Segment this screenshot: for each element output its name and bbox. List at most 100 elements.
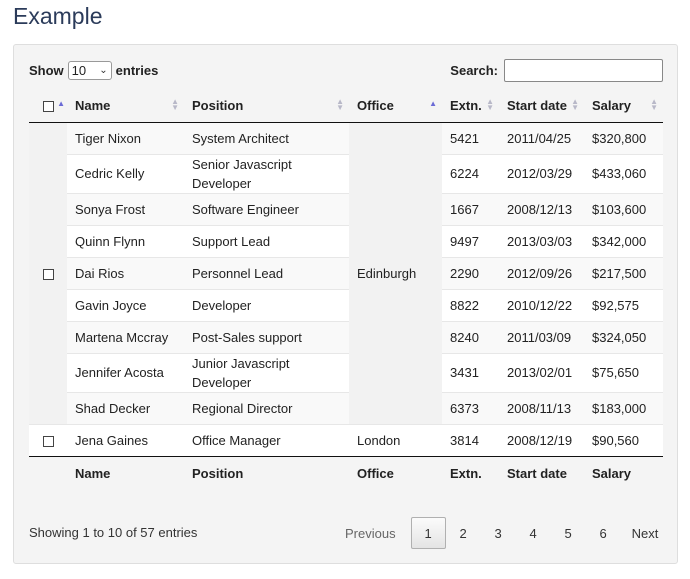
table-info: Showing 1 to 10 of 57 entries [29,525,198,540]
table-row[interactable]: Martena Mccray Post-Sales support 8240 2… [29,320,663,353]
cell-extn: 1667 [442,192,499,225]
footer-extn: Extn. [442,455,499,491]
cell-extn: 6224 [442,153,499,193]
next-button[interactable]: Next [631,525,659,541]
previous-button[interactable]: Previous [345,525,396,541]
select-all-header[interactable]: ▲ [29,89,67,123]
page-button-1[interactable]: 1 [410,517,446,549]
cell-start-date: 2013/03/03 [499,224,584,257]
search-input[interactable] [504,59,663,82]
cell-salary: $217,500 [584,256,663,289]
footer-name: Name [67,455,184,491]
page-button-4[interactable]: 4 [529,525,537,541]
sort-asc-icon: ▲ [57,99,65,108]
page-button-6[interactable]: 6 [599,525,607,541]
position-line: Developer [192,374,252,390]
table-row[interactable]: Shad Decker Regional Director 6373 2008/… [29,391,663,424]
footer-office: Office [349,455,442,491]
cell-name: Jena Gaines [67,423,184,456]
cell-start-date: 2012/03/29 [499,153,584,193]
entries-length-select[interactable]: 10 ⌄ [67,61,112,80]
cell-extn: 6373 [442,391,499,424]
cell-start-date: 2008/12/19 [499,423,584,456]
column-header-extn[interactable]: Extn. ▲ ▼ [442,89,499,123]
select-all-checkbox[interactable] [42,100,54,112]
column-header-label: Name [75,97,111,113]
column-header-label: Start date [507,97,567,113]
cell-extn: 8240 [442,320,499,353]
cell-salary: $183,000 [584,391,663,424]
cell-position: Software Engineer [184,192,349,225]
cell-position: Senior Javascript Developer [184,153,349,193]
page-button-2[interactable]: 2 [459,525,467,541]
column-header-office[interactable]: Office ▲ [349,89,442,123]
cell-salary: $90,560 [584,423,663,456]
position-line: Developer [192,175,252,191]
cell-position: Post-Sales support [184,320,349,353]
cell-extn: 3814 [442,423,499,456]
position-line: Junior Javascript [192,355,290,371]
page-button-5[interactable]: 5 [564,525,572,541]
table-row[interactable]: Quinn Flynn Support Lead 9497 2013/03/03… [29,224,663,257]
length-control: Show 10 ⌄ entries [29,61,158,80]
column-header-label: Position [192,97,244,113]
row-select-cell[interactable] [29,423,67,456]
chevron-down-icon: ⌄ [99,65,108,76]
column-header-label: Office [357,97,394,113]
cell-salary: $342,000 [584,224,663,257]
column-header-label: Salary [592,97,632,113]
cell-name: Dai Rios [67,256,184,289]
table-row[interactable]: Sonya Frost Software Engineer 1667 2008/… [29,192,663,225]
table-row[interactable]: Jennifer Acosta Junior Javascript Develop… [29,352,663,392]
table-row[interactable]: Gavin Joyce Developer 8822 2010/12/22 $9… [29,288,663,321]
sort-icon: ▲ ▼ [571,97,579,112]
page-button-3[interactable]: 3 [494,525,502,541]
column-header-name[interactable]: Name ▲ ▼ [67,89,184,123]
cell-salary: $103,600 [584,192,663,225]
cell-office: London [349,423,442,456]
cell-name: Quinn Flynn [67,224,184,257]
cell-position: Developer [184,288,349,321]
column-header-start-date[interactable]: Start date ▲ ▼ [499,89,584,123]
cell-name: Gavin Joyce [67,288,184,321]
cell-start-date: 2013/02/01 [499,352,584,392]
column-header-label: Extn. [450,97,482,113]
entries-length-value: 10 [71,63,87,78]
sort-icon: ▲ ▼ [336,97,344,112]
cell-name: Cedric Kelly [67,153,184,193]
sort-asc-icon: ▲ [429,99,437,108]
cell-start-date: 2011/03/09 [499,320,584,353]
cell-start-date: 2012/09/26 [499,256,584,289]
cell-salary: $92,575 [584,288,663,321]
footer-salary: Salary [584,455,663,491]
datatable-wrapper: Show 10 ⌄ entries Search: ▲ Name ▲ ▼ Pos [13,44,678,564]
cell-position: Regional Director [184,391,349,424]
row-checkbox[interactable] [42,435,54,447]
column-header-salary[interactable]: Salary ▲ ▼ [584,89,663,123]
cell-name: Jennifer Acosta [67,352,184,392]
cell-position: Support Lead [184,224,349,257]
sort-icon: ▲ ▼ [171,97,179,112]
cell-salary: $324,050 [584,320,663,353]
cell-salary: $320,800 [584,121,663,154]
cell-start-date: 2008/11/13 [499,391,584,424]
table-row[interactable]: Dai Rios Personnel Lead 2290 2012/09/26 … [29,256,663,289]
footer-row: Name Position Office Extn. Start date Sa… [29,455,663,491]
column-header-position[interactable]: Position ▲ ▼ [184,89,349,123]
cell-name: Martena Mccray [67,320,184,353]
header-row: ▲ Name ▲ ▼ Position ▲ ▼ Office ▲ Extn. ▲ ▼ Star… [29,89,663,123]
show-label: Show [29,63,64,78]
cell-start-date: 2010/12/22 [499,288,584,321]
table-toolbar: Show 10 ⌄ entries Search: [29,59,663,85]
cell-name: Sonya Frost [67,192,184,225]
sort-icon: ▲ ▼ [486,97,494,112]
table-row[interactable]: Cedric Kelly Senior Javascript Developer … [29,153,663,193]
cell-start-date: 2008/12/13 [499,192,584,225]
table-row[interactable]: Tiger Nixon System Architect Edinburgh 5… [29,121,663,424]
footer-start-date: Start date [499,455,584,491]
sort-icon: ▲ ▼ [650,97,658,112]
group-select-cell[interactable] [29,121,67,424]
group-row-checkbox[interactable] [42,268,54,280]
cell-extn: 2290 [442,256,499,289]
table-row[interactable]: Jena Gaines Office Manager London 3814 2… [29,423,663,456]
